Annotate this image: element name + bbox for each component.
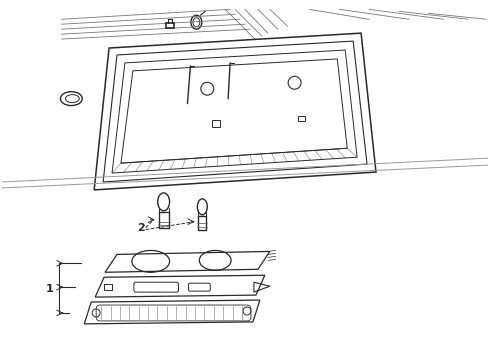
Text: 1: 1 — [46, 284, 53, 294]
Text: 2: 2 — [137, 222, 145, 233]
Bar — [212, 121, 220, 127]
Bar — [104, 284, 112, 290]
Bar — [297, 116, 305, 121]
